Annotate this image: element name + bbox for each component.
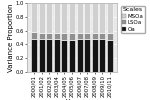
Bar: [76, 33, 83, 39]
Legend: MSOa, LSOa, Oa: MSOa, LSOa, Oa: [121, 6, 146, 33]
Bar: [92, 3, 98, 33]
Bar: [99, 3, 105, 33]
Bar: [84, 39, 90, 72]
Bar: [46, 33, 52, 39]
Bar: [76, 3, 83, 33]
Bar: [76, 39, 83, 72]
Bar: [84, 33, 90, 39]
Bar: [39, 33, 45, 39]
Bar: [54, 33, 60, 39]
Bar: [46, 39, 52, 72]
X-axis label: Year: Year: [65, 99, 79, 100]
Bar: [61, 3, 68, 33]
Bar: [107, 40, 113, 72]
Bar: [107, 3, 113, 33]
Bar: [31, 3, 37, 32]
Bar: [31, 32, 37, 38]
Bar: [54, 39, 60, 72]
Bar: [39, 39, 45, 72]
Bar: [69, 33, 75, 40]
Bar: [61, 40, 68, 72]
Bar: [99, 39, 105, 72]
Bar: [39, 3, 45, 33]
Bar: [92, 39, 98, 72]
Bar: [92, 33, 98, 39]
Bar: [54, 3, 60, 33]
Y-axis label: Variance Proportion: Variance Proportion: [8, 3, 14, 72]
Bar: [69, 3, 75, 33]
Bar: [84, 3, 90, 33]
Bar: [31, 38, 37, 72]
Bar: [46, 3, 52, 33]
Bar: [61, 33, 68, 40]
Bar: [99, 33, 105, 39]
Bar: [69, 40, 75, 72]
Bar: [107, 33, 113, 40]
